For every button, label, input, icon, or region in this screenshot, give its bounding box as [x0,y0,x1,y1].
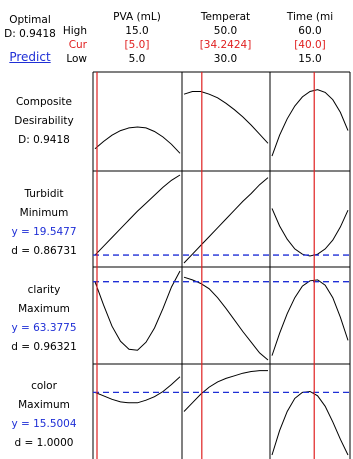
row-label-cur: Cur [68,39,87,51]
response-name-turbidity: Turbidit [24,188,64,200]
response-y-clarity: y = 63.3775 [11,322,77,334]
factor-name-temperature: Temperat [200,11,251,23]
profile-curve-1-2 [271,208,349,257]
profile-curve-2-2 [271,279,349,356]
response-y-turbidity: y = 19.5477 [11,226,77,238]
factor-cur-temperature: [34.2424] [199,39,252,51]
profile-curve-2-1 [183,276,269,361]
response-name-clarity: clarity [27,284,61,296]
factor-high-temperature: 50.0 [213,25,238,37]
predict-link[interactable]: Predict [9,50,51,64]
response-goal-turbidity: Minimum [19,207,69,219]
response-d-clarity: d = 0.96321 [11,341,77,353]
response-d-composite: D: 0.9418 [18,134,70,146]
response-goal-clarity: Maximum [18,303,70,315]
row-label-high: High [62,25,87,37]
response-d-color: d = 1.0000 [14,437,74,449]
response-goal-composite: Desirability [14,115,74,127]
factor-low-temperature: 30.0 [213,53,238,65]
factor-high-pva: 15.0 [125,25,149,37]
factor-low-time: 15.0 [298,53,322,65]
row-label-low: Low [66,53,87,65]
response-name-composite: Composite [15,96,73,108]
factor-low-pva: 5.0 [128,53,146,65]
factor-high-time: 60.0 [298,25,322,37]
profile-curve-0-1 [183,91,269,144]
factor-name-time: Time (mi [286,11,334,23]
profile-curve-0-0 [94,126,181,154]
response-goal-color: Maximum [18,399,70,411]
factor-cur-pva: [5.0] [124,39,150,51]
response-name-color: color [31,380,57,392]
profile-curve-3-0 [94,376,181,404]
profile-curve-2-0 [94,270,181,351]
profile-curve-3-2 [271,390,349,456]
response-y-color: y = 15.5004 [11,418,77,430]
profile-curve-0-2 [271,89,349,157]
optimal-d-value: D: 0.9418 [4,28,56,40]
profile-curve-1-0 [94,174,181,256]
factor-cur-time: [40.0] [294,39,326,51]
response-d-turbidity: d = 0.86731 [11,245,77,257]
profile-curve-1-1 [183,177,269,264]
factor-name-pva: PVA (mL) [113,11,161,23]
profile-curve-3-1 [183,370,268,412]
optimal-label: Optimal [9,14,51,26]
